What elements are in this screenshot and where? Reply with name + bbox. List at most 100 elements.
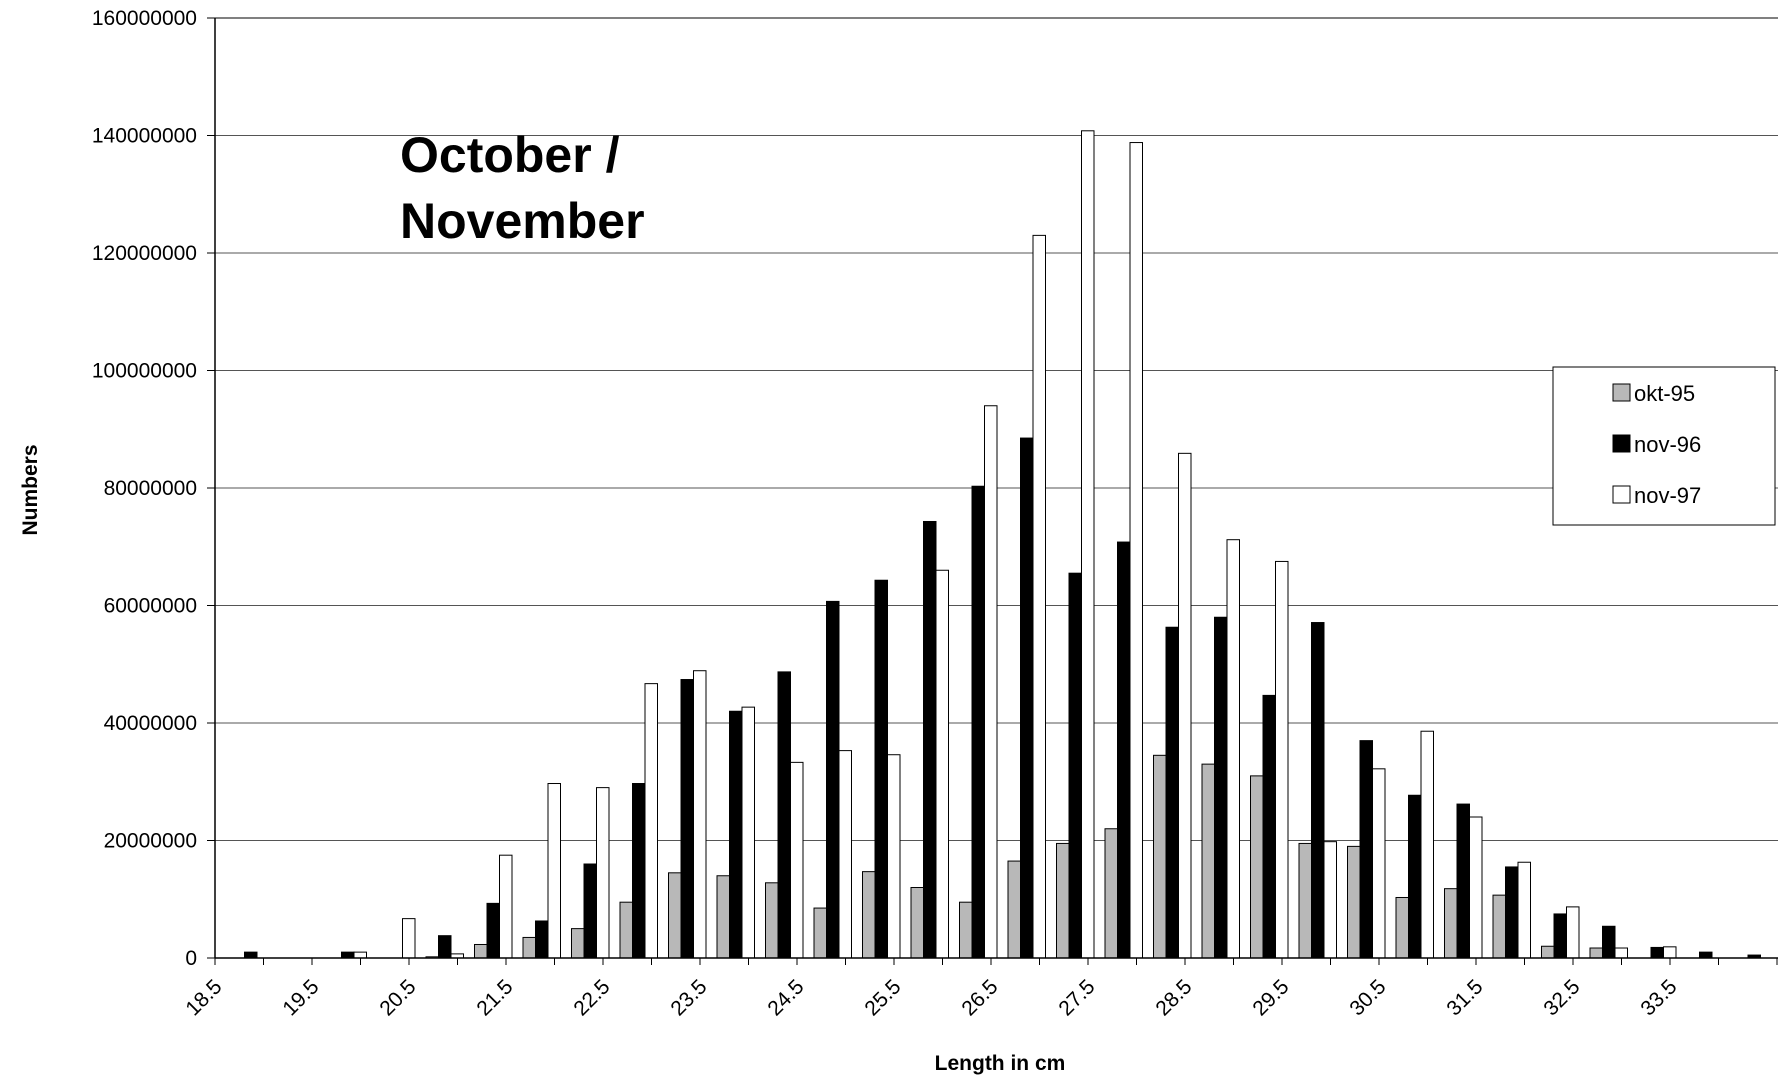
- bar-okt-95: [813, 907, 827, 959]
- y-tick-label: 20000000: [104, 830, 197, 853]
- legend: okt-95 nov-96 nov-97: [1552, 366, 1776, 526]
- bar-nov-96: [341, 951, 355, 959]
- bar-okt-95: [910, 887, 924, 959]
- bar-okt-95: [1153, 754, 1167, 959]
- bar-okt-95: [1541, 945, 1555, 959]
- bar-nov-97: [984, 405, 998, 959]
- bar-okt-95: [619, 901, 633, 959]
- bar-nov-96: [535, 920, 549, 959]
- bar-series: [244, 130, 1761, 959]
- bar-nov-96: [1117, 541, 1131, 959]
- bar-nov-96: [1165, 626, 1179, 959]
- bar-okt-95: [1492, 894, 1506, 959]
- x-tick-label: 33.5: [1636, 975, 1681, 1020]
- y-axis-title: Numbers: [19, 444, 42, 535]
- bar-nov-97: [1226, 539, 1240, 959]
- y-tick-label: 100000000: [92, 360, 197, 383]
- bar-okt-95: [1056, 842, 1070, 959]
- bar-okt-95: [1201, 763, 1215, 959]
- legend-swatch-nov-96: [1612, 434, 1631, 453]
- chart-annotation-line-2: November: [400, 193, 645, 249]
- y-tick-label: 120000000: [92, 242, 197, 265]
- bar-nov-97: [1517, 861, 1531, 959]
- x-tick-label: 21.5: [472, 975, 517, 1020]
- bar-nov-97: [741, 706, 755, 959]
- bar-nov-97: [887, 754, 901, 959]
- bar-nov-97: [693, 670, 707, 959]
- bar-nov-96: [1602, 925, 1616, 959]
- bar-nov-97: [1372, 768, 1386, 959]
- x-tick-label: 27.5: [1054, 975, 1099, 1020]
- bar-nov-96: [680, 679, 694, 959]
- bar-nov-96: [923, 520, 937, 959]
- bar-nov-97: [1566, 906, 1580, 959]
- bar-nov-97: [644, 683, 658, 959]
- bar-nov-97: [1178, 452, 1192, 959]
- x-tick-label: 23.5: [666, 975, 711, 1020]
- bar-okt-95: [959, 901, 973, 959]
- bar-nov-97: [547, 783, 561, 959]
- bar-nov-97: [1469, 816, 1483, 959]
- bar-okt-95: [1104, 828, 1118, 959]
- bar-okt-95: [1589, 947, 1603, 959]
- bar-okt-95: [716, 875, 730, 959]
- bar-okt-95: [1250, 775, 1264, 959]
- bar-nov-96: [1408, 794, 1422, 959]
- bar-okt-95: [1444, 888, 1458, 959]
- bar-nov-96: [1020, 437, 1034, 959]
- chart-annotation-line-1: October /: [400, 127, 620, 183]
- bar-nov-97: [1663, 946, 1677, 959]
- bar-nov-97: [353, 951, 367, 959]
- legend-label-nov-96: nov-96: [1634, 432, 1701, 457]
- x-tick-label: 24.5: [763, 975, 808, 1020]
- x-tick-label: 20.5: [375, 975, 420, 1020]
- bar-nov-96: [1699, 951, 1713, 959]
- y-tick-label: 0: [185, 947, 197, 970]
- bar-nov-97: [1420, 730, 1434, 959]
- bar-nov-97: [1081, 130, 1095, 959]
- x-tick-label: 28.5: [1151, 975, 1196, 1020]
- y-tick-label: 60000000: [104, 595, 197, 618]
- x-tick-label: 22.5: [569, 975, 614, 1020]
- legend-label-okt-95: okt-95: [1634, 381, 1695, 406]
- bar-nov-97: [1614, 947, 1628, 959]
- y-tick-label: 40000000: [104, 712, 197, 735]
- bar-nov-97: [1323, 841, 1337, 959]
- bar-nov-96: [777, 671, 791, 959]
- bar-okt-95: [1007, 860, 1021, 959]
- bar-okt-95: [1347, 845, 1361, 959]
- bar-okt-95: [571, 928, 585, 959]
- bar-nov-97: [1275, 560, 1289, 959]
- bar-nov-96: [1311, 622, 1325, 959]
- bar-nov-97: [596, 787, 610, 959]
- y-tick-label: 140000000: [92, 125, 197, 148]
- bar-nov-96: [1505, 866, 1519, 959]
- x-axis-title: Length in cm: [935, 1052, 1066, 1075]
- bar-okt-95: [1395, 896, 1409, 959]
- y-axis-ticks: 0 20000000 40000000 60000000 80000000 1000000…: [92, 7, 215, 970]
- bar-okt-95: [862, 871, 876, 959]
- y-tick-label: 160000000: [92, 7, 197, 30]
- bar-okt-95: [522, 936, 536, 959]
- x-tick-label: 32.5: [1539, 975, 1584, 1020]
- bar-nov-97: [838, 750, 852, 959]
- bar-nov-96: [1650, 946, 1664, 959]
- bar-nov-97: [790, 761, 804, 959]
- x-tick-label: 31.5: [1442, 975, 1487, 1020]
- bar-nov-96: [826, 600, 840, 959]
- bar-nov-96: [729, 710, 743, 959]
- axes: [214, 17, 1778, 959]
- bar-okt-95: [668, 872, 682, 959]
- bar-nov-97: [402, 918, 416, 959]
- legend-label-nov-97: nov-97: [1634, 483, 1701, 508]
- legend-box: [1552, 366, 1776, 526]
- bar-nov-97: [499, 854, 513, 959]
- x-tick-label: 26.5: [957, 975, 1002, 1020]
- bar-nov-96: [632, 783, 646, 959]
- bar-nov-97: [935, 569, 949, 959]
- legend-swatch-okt-95: [1612, 383, 1631, 402]
- bar-nov-96: [1262, 694, 1276, 959]
- bar-nov-96: [1553, 913, 1567, 959]
- bar-nov-96: [1068, 572, 1082, 959]
